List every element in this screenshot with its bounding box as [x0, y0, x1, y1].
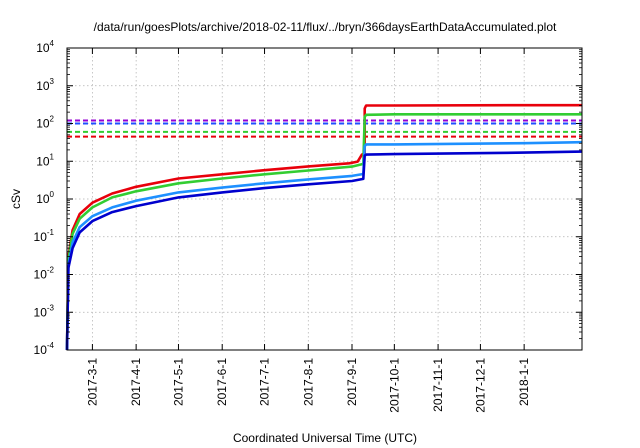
y-axis-label: cSv	[9, 189, 23, 209]
y-tick-label: 10-3	[34, 303, 55, 319]
chart-title: /data/run/goesPlots/archive/2018-02-11/f…	[94, 20, 557, 34]
y-axis: 10-4 10-3 10-2 10-1 100 101 102 103 104	[34, 39, 582, 357]
x-tick-label: 2017-5-1	[171, 358, 185, 406]
x-axis: 2017-3-1 2017-4-1 2017-5-1 2017-6-1 2017-7-1…	[85, 48, 531, 413]
y-tick-label: 102	[36, 115, 54, 131]
x-tick-label: 2018-1-1	[517, 358, 531, 406]
y-tick-label: 101	[36, 152, 54, 168]
x-tick-label: 2017-6-1	[215, 358, 229, 406]
x-tick-label: 2017-10-1	[387, 358, 401, 413]
x-axis-label: Coordinated Universal Time (UTC)	[233, 431, 417, 445]
x-tick-label: 2017-9-1	[345, 358, 359, 406]
y-tick-label: 103	[36, 77, 54, 93]
x-tick-label: 2017-12-1	[473, 358, 487, 413]
series-line	[65, 103, 582, 351]
y-tick-label: 100	[36, 190, 54, 206]
series-group	[65, 103, 583, 351]
x-tick-label: 2017-8-1	[301, 358, 315, 406]
series-line	[65, 150, 583, 351]
x-tick-label: 2017-3-1	[85, 358, 99, 406]
y-tick-label: 104	[36, 39, 54, 55]
y-tick-label: 10-1	[34, 228, 55, 244]
series-line	[65, 140, 583, 351]
y-tick-label: 10-2	[34, 266, 55, 282]
series-line	[65, 113, 582, 351]
y-tick-label: 10-4	[34, 341, 55, 357]
x-tick-label: 2017-7-1	[258, 358, 272, 406]
x-tick-label: 2017-4-1	[129, 358, 143, 406]
x-tick-label: 2017-11-1	[431, 358, 445, 412]
reference-lines	[67, 119, 582, 138]
